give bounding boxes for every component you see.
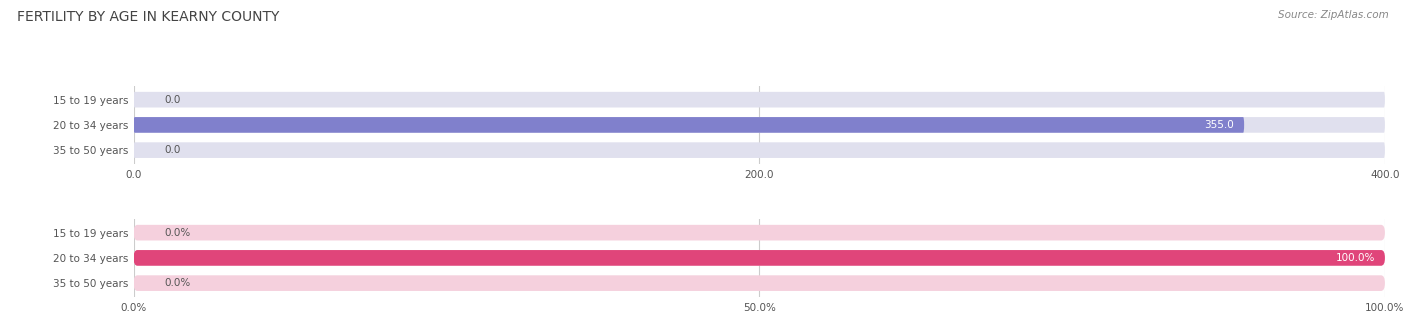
Text: 355.0: 355.0 (1205, 120, 1234, 130)
Text: 0.0%: 0.0% (165, 278, 191, 288)
Text: Source: ZipAtlas.com: Source: ZipAtlas.com (1278, 10, 1389, 20)
Text: 0.0: 0.0 (165, 95, 181, 105)
Text: FERTILITY BY AGE IN KEARNY COUNTY: FERTILITY BY AGE IN KEARNY COUNTY (17, 10, 280, 24)
Text: 0.0: 0.0 (165, 145, 181, 155)
FancyBboxPatch shape (134, 225, 1385, 241)
FancyBboxPatch shape (134, 117, 1385, 133)
FancyBboxPatch shape (134, 250, 1385, 266)
Text: 100.0%: 100.0% (1336, 253, 1375, 263)
FancyBboxPatch shape (134, 92, 1385, 108)
FancyBboxPatch shape (134, 142, 1385, 158)
FancyBboxPatch shape (134, 250, 1385, 266)
FancyBboxPatch shape (134, 117, 1244, 133)
Text: 0.0%: 0.0% (165, 228, 191, 238)
FancyBboxPatch shape (134, 275, 1385, 291)
